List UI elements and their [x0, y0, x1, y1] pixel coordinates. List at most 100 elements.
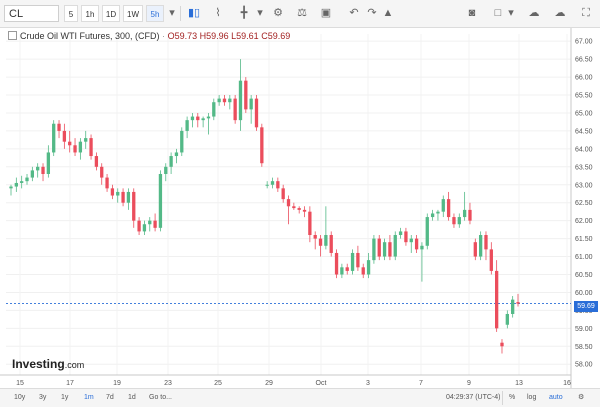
timeframe-1d-button[interactable]: 1D — [102, 5, 120, 22]
candle — [158, 170, 163, 232]
candle-body — [420, 245, 424, 250]
candle-body — [377, 238, 381, 257]
candle — [366, 252, 371, 279]
candle-body — [441, 199, 445, 212]
timeframe-5m-button[interactable]: 5 — [64, 5, 78, 22]
candle-body — [478, 235, 483, 257]
candle-body — [126, 191, 131, 203]
undo-icon[interactable]: ↶ — [349, 7, 359, 19]
candle — [142, 220, 147, 236]
candle — [20, 175, 24, 189]
candle-body — [345, 267, 349, 271]
candle — [324, 206, 328, 250]
candle-body — [484, 235, 488, 250]
alert-icon[interactable]: ▲ — [382, 7, 394, 19]
candle-body — [41, 166, 45, 174]
color-icon[interactable]: □ — [494, 7, 502, 19]
range-10y-button[interactable]: 10y — [14, 394, 26, 401]
candle-body — [121, 191, 125, 203]
candle-body — [446, 199, 451, 218]
candle-body — [196, 116, 200, 121]
chevron-down-icon[interactable]: ▾ — [257, 7, 263, 19]
candle-body — [148, 220, 152, 225]
candle — [500, 339, 504, 354]
candle-body — [276, 181, 280, 189]
gear-icon[interactable]: ⚙ — [273, 7, 283, 19]
candle-body — [14, 182, 18, 187]
candle — [361, 263, 365, 279]
range-3y-button[interactable]: 3y — [39, 394, 47, 401]
camera-icon[interactable]: ◙ — [468, 7, 476, 19]
y-tick-label: 59.00 — [575, 326, 593, 333]
candle — [260, 123, 264, 167]
legend-collapse-icon[interactable] — [8, 31, 17, 40]
candle-body — [398, 231, 403, 236]
timeframe-1w-button[interactable]: 1W — [123, 5, 143, 22]
candle-body — [468, 209, 472, 221]
candle — [340, 263, 344, 279]
candle-body — [62, 130, 67, 142]
candle — [36, 163, 40, 178]
candle-body — [217, 98, 221, 103]
candle — [436, 209, 440, 221]
cloud-upload-icon[interactable]: ☁ — [554, 7, 566, 19]
fullscreen-icon[interactable]: ⛶ — [582, 7, 590, 19]
range-7d-button[interactable]: 7d — [106, 394, 114, 401]
candle — [9, 184, 13, 196]
range-1y-button[interactable]: 1y — [61, 394, 69, 401]
symbol-input[interactable]: CL — [4, 5, 59, 22]
candle — [57, 120, 61, 139]
auto-toggle[interactable]: auto — [549, 394, 563, 401]
compare-icon[interactable]: ⚖ — [297, 7, 307, 19]
candle-body — [388, 242, 392, 257]
chevron-down-icon[interactable]: ▾ — [508, 7, 514, 19]
y-tick-label: 62.50 — [575, 200, 593, 207]
candle-body — [270, 181, 275, 185]
candle — [404, 227, 408, 246]
candle — [249, 95, 253, 124]
percent-toggle[interactable]: % — [509, 394, 516, 401]
candle — [228, 95, 232, 110]
drawing-tools-icon[interactable]: ╋ — [240, 7, 248, 19]
indicators-icon[interactable]: ⌇ — [215, 7, 221, 19]
candle — [110, 184, 115, 200]
candle — [382, 238, 387, 261]
candle — [52, 120, 56, 157]
goto-button[interactable]: Go to... — [149, 394, 172, 401]
candle — [270, 177, 275, 189]
legend-high: H59.96 — [199, 31, 229, 41]
candle — [276, 177, 280, 192]
candle-body — [329, 235, 333, 253]
timeframe-1h-button[interactable]: 1h — [81, 5, 99, 22]
candle — [388, 235, 392, 261]
candle — [398, 227, 403, 239]
chevron-down-icon[interactable]: ▾ — [169, 7, 175, 19]
y-tick-label: 58.00 — [575, 362, 593, 369]
range-1d-button[interactable]: 1d — [128, 394, 136, 401]
candle — [78, 138, 83, 160]
log-toggle[interactable]: log — [527, 394, 537, 401]
cloud-icon[interactable]: ☁ — [528, 7, 540, 19]
y-tick-label: 62.00 — [575, 218, 593, 225]
candle-body — [505, 313, 509, 325]
settings-icon[interactable]: ⚙ — [578, 394, 585, 401]
timeframe-5h-button[interactable]: 5h — [146, 5, 164, 22]
redo-icon[interactable]: ↷ — [367, 7, 377, 19]
candle-body — [452, 217, 456, 225]
candle-body — [302, 209, 307, 212]
candle-body — [100, 166, 104, 178]
candle — [185, 116, 189, 139]
template-icon[interactable]: ▣ — [320, 7, 332, 19]
candle-body — [372, 238, 376, 261]
candles-icon[interactable]: ▮▯ — [187, 7, 201, 19]
candle — [212, 98, 216, 121]
price-chart[interactable]: 58.0058.5059.0059.5060.0060.5061.0061.50… — [0, 28, 600, 388]
candle-body — [164, 166, 168, 174]
candle-body — [409, 238, 413, 243]
candle-body — [169, 156, 173, 167]
candle — [329, 231, 333, 257]
range-1m-button[interactable]: 1m — [84, 394, 94, 401]
investing-logo: Investing.com — [12, 357, 84, 371]
candle — [73, 138, 77, 157]
y-tick-label: 66.50 — [575, 57, 593, 64]
